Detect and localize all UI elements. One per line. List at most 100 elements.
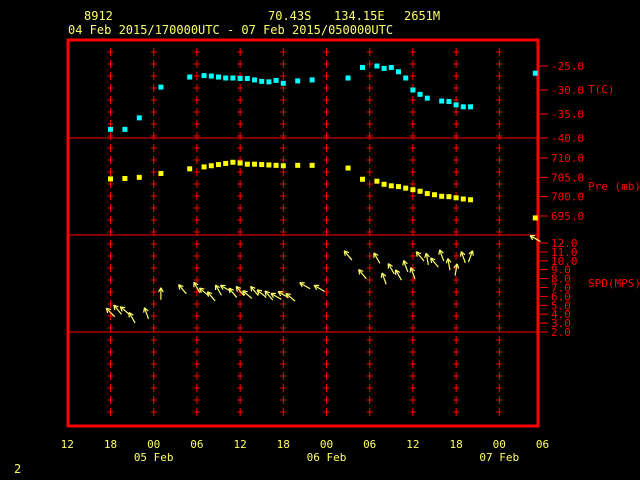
temperature-point [439, 98, 445, 104]
pressure-label: Pre (mb) [588, 180, 640, 193]
wind-arrow-head [387, 263, 393, 267]
pressure-point [136, 174, 142, 180]
wind-arrow-shaft [206, 291, 216, 302]
wind-arrow-shaft [299, 282, 311, 290]
wind-arrow-head [343, 250, 346, 256]
wind-arrow-head [128, 312, 134, 316]
temperature-point [266, 79, 272, 85]
wind-arrow-shaft [394, 269, 403, 281]
temperature-point [201, 73, 207, 79]
wind-arrow-head [430, 257, 436, 261]
x-tick-label: 06 [536, 438, 549, 451]
wind-arrow-head [395, 269, 401, 273]
temperature-point [187, 74, 193, 80]
pressure-point [201, 164, 207, 170]
wind-tick-label: 5.0 [551, 299, 571, 312]
temperature-tick-label: -25.0 [551, 60, 584, 73]
wind-tick-label: 12.0 [551, 237, 578, 250]
wind-arrow [394, 269, 403, 281]
pressure-point [360, 176, 365, 182]
wind-tick-label: 3.0 [551, 317, 571, 330]
wind-arrow [387, 263, 395, 275]
pressure-point [446, 194, 452, 200]
wind-arrow-head [144, 307, 149, 312]
wind-arrow-head [439, 249, 444, 254]
wind-arrow [373, 252, 381, 264]
temperature-tick-label: -30.0 [551, 84, 584, 97]
temperature-point [273, 77, 279, 83]
temperature-point [158, 84, 164, 90]
wind-arrow [250, 285, 259, 297]
latitude: 70.43S [268, 9, 312, 23]
pressure-point [216, 162, 221, 168]
wind-tick-label: 10.0 [551, 255, 578, 268]
wind-arrow-head [358, 269, 361, 275]
page-number: 2 [14, 462, 22, 476]
wind-arrow-head [373, 252, 379, 257]
wind-arrow [119, 306, 130, 315]
wind-arrow-shaft [467, 250, 474, 263]
pressure-point [439, 193, 445, 199]
temperature-point [396, 69, 401, 75]
x-tick-label: 12 [61, 438, 74, 451]
pressure-point [417, 188, 423, 194]
pressure-point [122, 175, 128, 181]
wind-arrow-head [113, 305, 116, 311]
pressure-point [396, 184, 401, 190]
pressure-point [460, 196, 466, 202]
x-tick-label: 12 [406, 438, 419, 451]
pressure-point [381, 181, 387, 187]
temperature-point [259, 78, 265, 84]
temperature-point [136, 115, 142, 121]
wind-arrow-head [228, 288, 231, 294]
pressure-point [468, 197, 473, 203]
wind-arrow-head [106, 307, 112, 311]
x-date-label: 06 Feb [307, 451, 347, 464]
pressure-point [244, 161, 250, 167]
wind-arrow-shaft [430, 257, 439, 268]
wind-arrow-head [529, 235, 534, 241]
temperature-point [237, 75, 243, 81]
wind-arrow-head [460, 251, 466, 256]
temperature-point [374, 63, 380, 69]
wind-arrow [285, 292, 296, 302]
wind-arrow-head [198, 287, 202, 293]
wind-arrow-shaft [313, 284, 325, 292]
wind-arrow-head [410, 267, 415, 272]
wind-arrow-head [285, 292, 291, 296]
x-date-label: 07 Feb [479, 451, 519, 464]
station-id: 8912 [84, 9, 113, 23]
wind-arrow-head [313, 285, 318, 290]
wind-arrow [380, 272, 387, 285]
wind-arrow-head [402, 260, 405, 266]
wind-arrow-shaft [270, 292, 282, 300]
temperature-point [252, 77, 257, 83]
wind-arrow-shaft [242, 290, 253, 299]
wind-arrow-head [285, 293, 289, 299]
pressure-point [237, 160, 243, 166]
wind-arrow-head [424, 252, 427, 259]
temperature-point [453, 102, 459, 108]
pressure-point [388, 183, 394, 189]
temperature-point [446, 99, 452, 105]
wind-arrow [242, 290, 253, 299]
wind-arrow-head [447, 258, 452, 263]
time-range: 04 Feb 2015/170000UTC - 07 Feb 2015/0500… [68, 23, 394, 37]
wind-arrow-shaft [343, 250, 353, 261]
wind-arrow-head [358, 268, 364, 272]
temperature-point [230, 75, 236, 81]
wind-arrow-head [453, 263, 458, 269]
wind-arrow [529, 234, 541, 243]
wind-arrow-shaft [199, 287, 210, 297]
wind-arrow-shaft [214, 284, 223, 296]
wind-tick-label: 2.0 [551, 326, 571, 339]
longitude: 134.15E [334, 9, 385, 23]
pressure-point [424, 191, 430, 197]
wind-arrow-head [380, 272, 383, 278]
wind-arrow [424, 252, 430, 266]
pressure-point [280, 163, 286, 169]
wind-arrow [264, 290, 274, 301]
temperature-point [244, 75, 250, 81]
temperature-point [410, 87, 416, 93]
